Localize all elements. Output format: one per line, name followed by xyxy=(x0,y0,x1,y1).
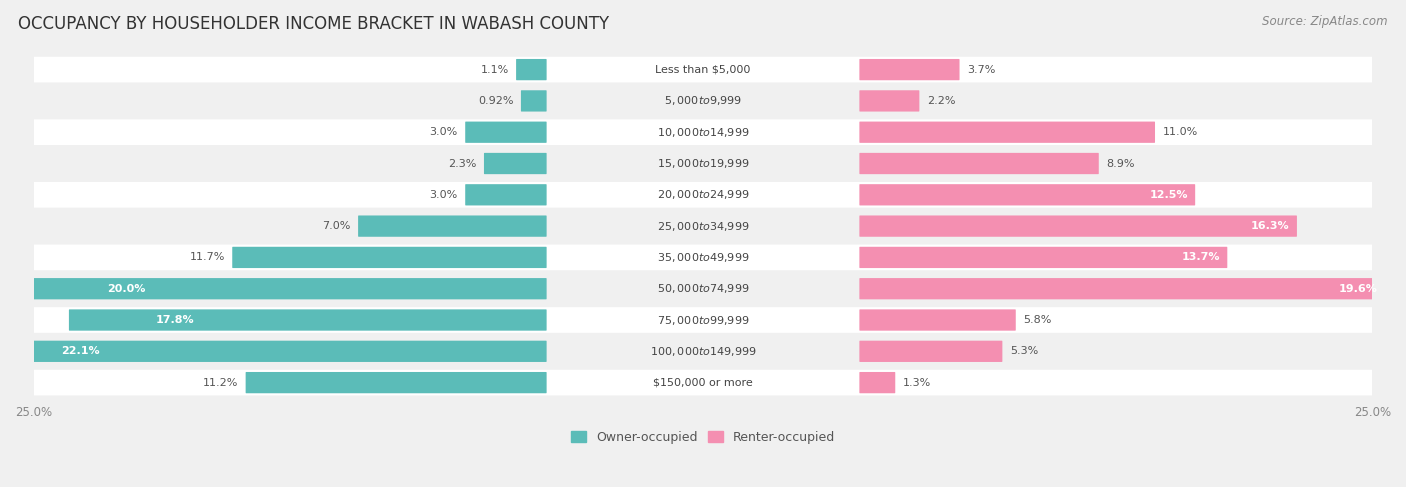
Text: 5.3%: 5.3% xyxy=(1010,346,1038,356)
FancyBboxPatch shape xyxy=(859,247,1227,268)
FancyBboxPatch shape xyxy=(32,370,1374,395)
Text: 1.1%: 1.1% xyxy=(481,65,509,75)
Text: 11.2%: 11.2% xyxy=(202,377,238,388)
Text: $150,000 or more: $150,000 or more xyxy=(654,377,752,388)
Text: $35,000 to $49,999: $35,000 to $49,999 xyxy=(657,251,749,264)
Text: $10,000 to $14,999: $10,000 to $14,999 xyxy=(657,126,749,139)
FancyBboxPatch shape xyxy=(359,215,547,237)
Text: $100,000 to $149,999: $100,000 to $149,999 xyxy=(650,345,756,358)
Text: 22.1%: 22.1% xyxy=(60,346,100,356)
Text: Less than $5,000: Less than $5,000 xyxy=(655,65,751,75)
FancyBboxPatch shape xyxy=(232,247,547,268)
Text: 11.0%: 11.0% xyxy=(1163,127,1198,137)
FancyBboxPatch shape xyxy=(32,57,1374,82)
Text: $75,000 to $99,999: $75,000 to $99,999 xyxy=(657,314,749,326)
FancyBboxPatch shape xyxy=(32,213,1374,239)
FancyBboxPatch shape xyxy=(246,372,547,393)
FancyBboxPatch shape xyxy=(520,90,547,112)
FancyBboxPatch shape xyxy=(32,276,1374,301)
Text: 7.0%: 7.0% xyxy=(322,221,350,231)
Text: 2.2%: 2.2% xyxy=(927,96,955,106)
FancyBboxPatch shape xyxy=(484,153,547,174)
Text: $5,000 to $9,999: $5,000 to $9,999 xyxy=(664,94,742,108)
FancyBboxPatch shape xyxy=(859,90,920,112)
FancyBboxPatch shape xyxy=(859,341,1002,362)
Text: 1.3%: 1.3% xyxy=(903,377,931,388)
FancyBboxPatch shape xyxy=(859,372,896,393)
Text: OCCUPANCY BY HOUSEHOLDER INCOME BRACKET IN WABASH COUNTY: OCCUPANCY BY HOUSEHOLDER INCOME BRACKET … xyxy=(18,15,609,33)
Text: 2.3%: 2.3% xyxy=(449,158,477,169)
Text: 3.0%: 3.0% xyxy=(429,190,458,200)
Text: $15,000 to $19,999: $15,000 to $19,999 xyxy=(657,157,749,170)
FancyBboxPatch shape xyxy=(859,59,959,80)
FancyBboxPatch shape xyxy=(859,278,1385,300)
FancyBboxPatch shape xyxy=(516,59,547,80)
Text: $25,000 to $34,999: $25,000 to $34,999 xyxy=(657,220,749,233)
FancyBboxPatch shape xyxy=(32,244,1374,270)
Text: 11.7%: 11.7% xyxy=(190,252,225,262)
FancyBboxPatch shape xyxy=(32,88,1374,114)
Text: Source: ZipAtlas.com: Source: ZipAtlas.com xyxy=(1263,15,1388,28)
Text: 13.7%: 13.7% xyxy=(1181,252,1220,262)
FancyBboxPatch shape xyxy=(859,122,1154,143)
FancyBboxPatch shape xyxy=(859,309,1015,331)
FancyBboxPatch shape xyxy=(32,182,1374,207)
Text: 8.9%: 8.9% xyxy=(1107,158,1135,169)
Text: $20,000 to $24,999: $20,000 to $24,999 xyxy=(657,188,749,201)
FancyBboxPatch shape xyxy=(465,184,547,206)
FancyBboxPatch shape xyxy=(859,153,1098,174)
FancyBboxPatch shape xyxy=(69,309,547,331)
FancyBboxPatch shape xyxy=(32,307,1374,333)
Text: $50,000 to $74,999: $50,000 to $74,999 xyxy=(657,282,749,295)
Text: 12.5%: 12.5% xyxy=(1150,190,1188,200)
Text: 16.3%: 16.3% xyxy=(1251,221,1289,231)
Text: 17.8%: 17.8% xyxy=(155,315,194,325)
FancyBboxPatch shape xyxy=(859,184,1195,206)
FancyBboxPatch shape xyxy=(0,341,547,362)
Text: 3.7%: 3.7% xyxy=(967,65,995,75)
FancyBboxPatch shape xyxy=(465,122,547,143)
FancyBboxPatch shape xyxy=(32,150,1374,176)
FancyBboxPatch shape xyxy=(859,215,1296,237)
FancyBboxPatch shape xyxy=(32,338,1374,364)
Legend: Owner-occupied, Renter-occupied: Owner-occupied, Renter-occupied xyxy=(571,431,835,444)
Text: 20.0%: 20.0% xyxy=(107,284,145,294)
Text: 0.92%: 0.92% xyxy=(478,96,513,106)
FancyBboxPatch shape xyxy=(32,119,1374,145)
FancyBboxPatch shape xyxy=(10,278,547,300)
Text: 5.8%: 5.8% xyxy=(1024,315,1052,325)
Text: 19.6%: 19.6% xyxy=(1339,284,1378,294)
Text: 3.0%: 3.0% xyxy=(429,127,458,137)
